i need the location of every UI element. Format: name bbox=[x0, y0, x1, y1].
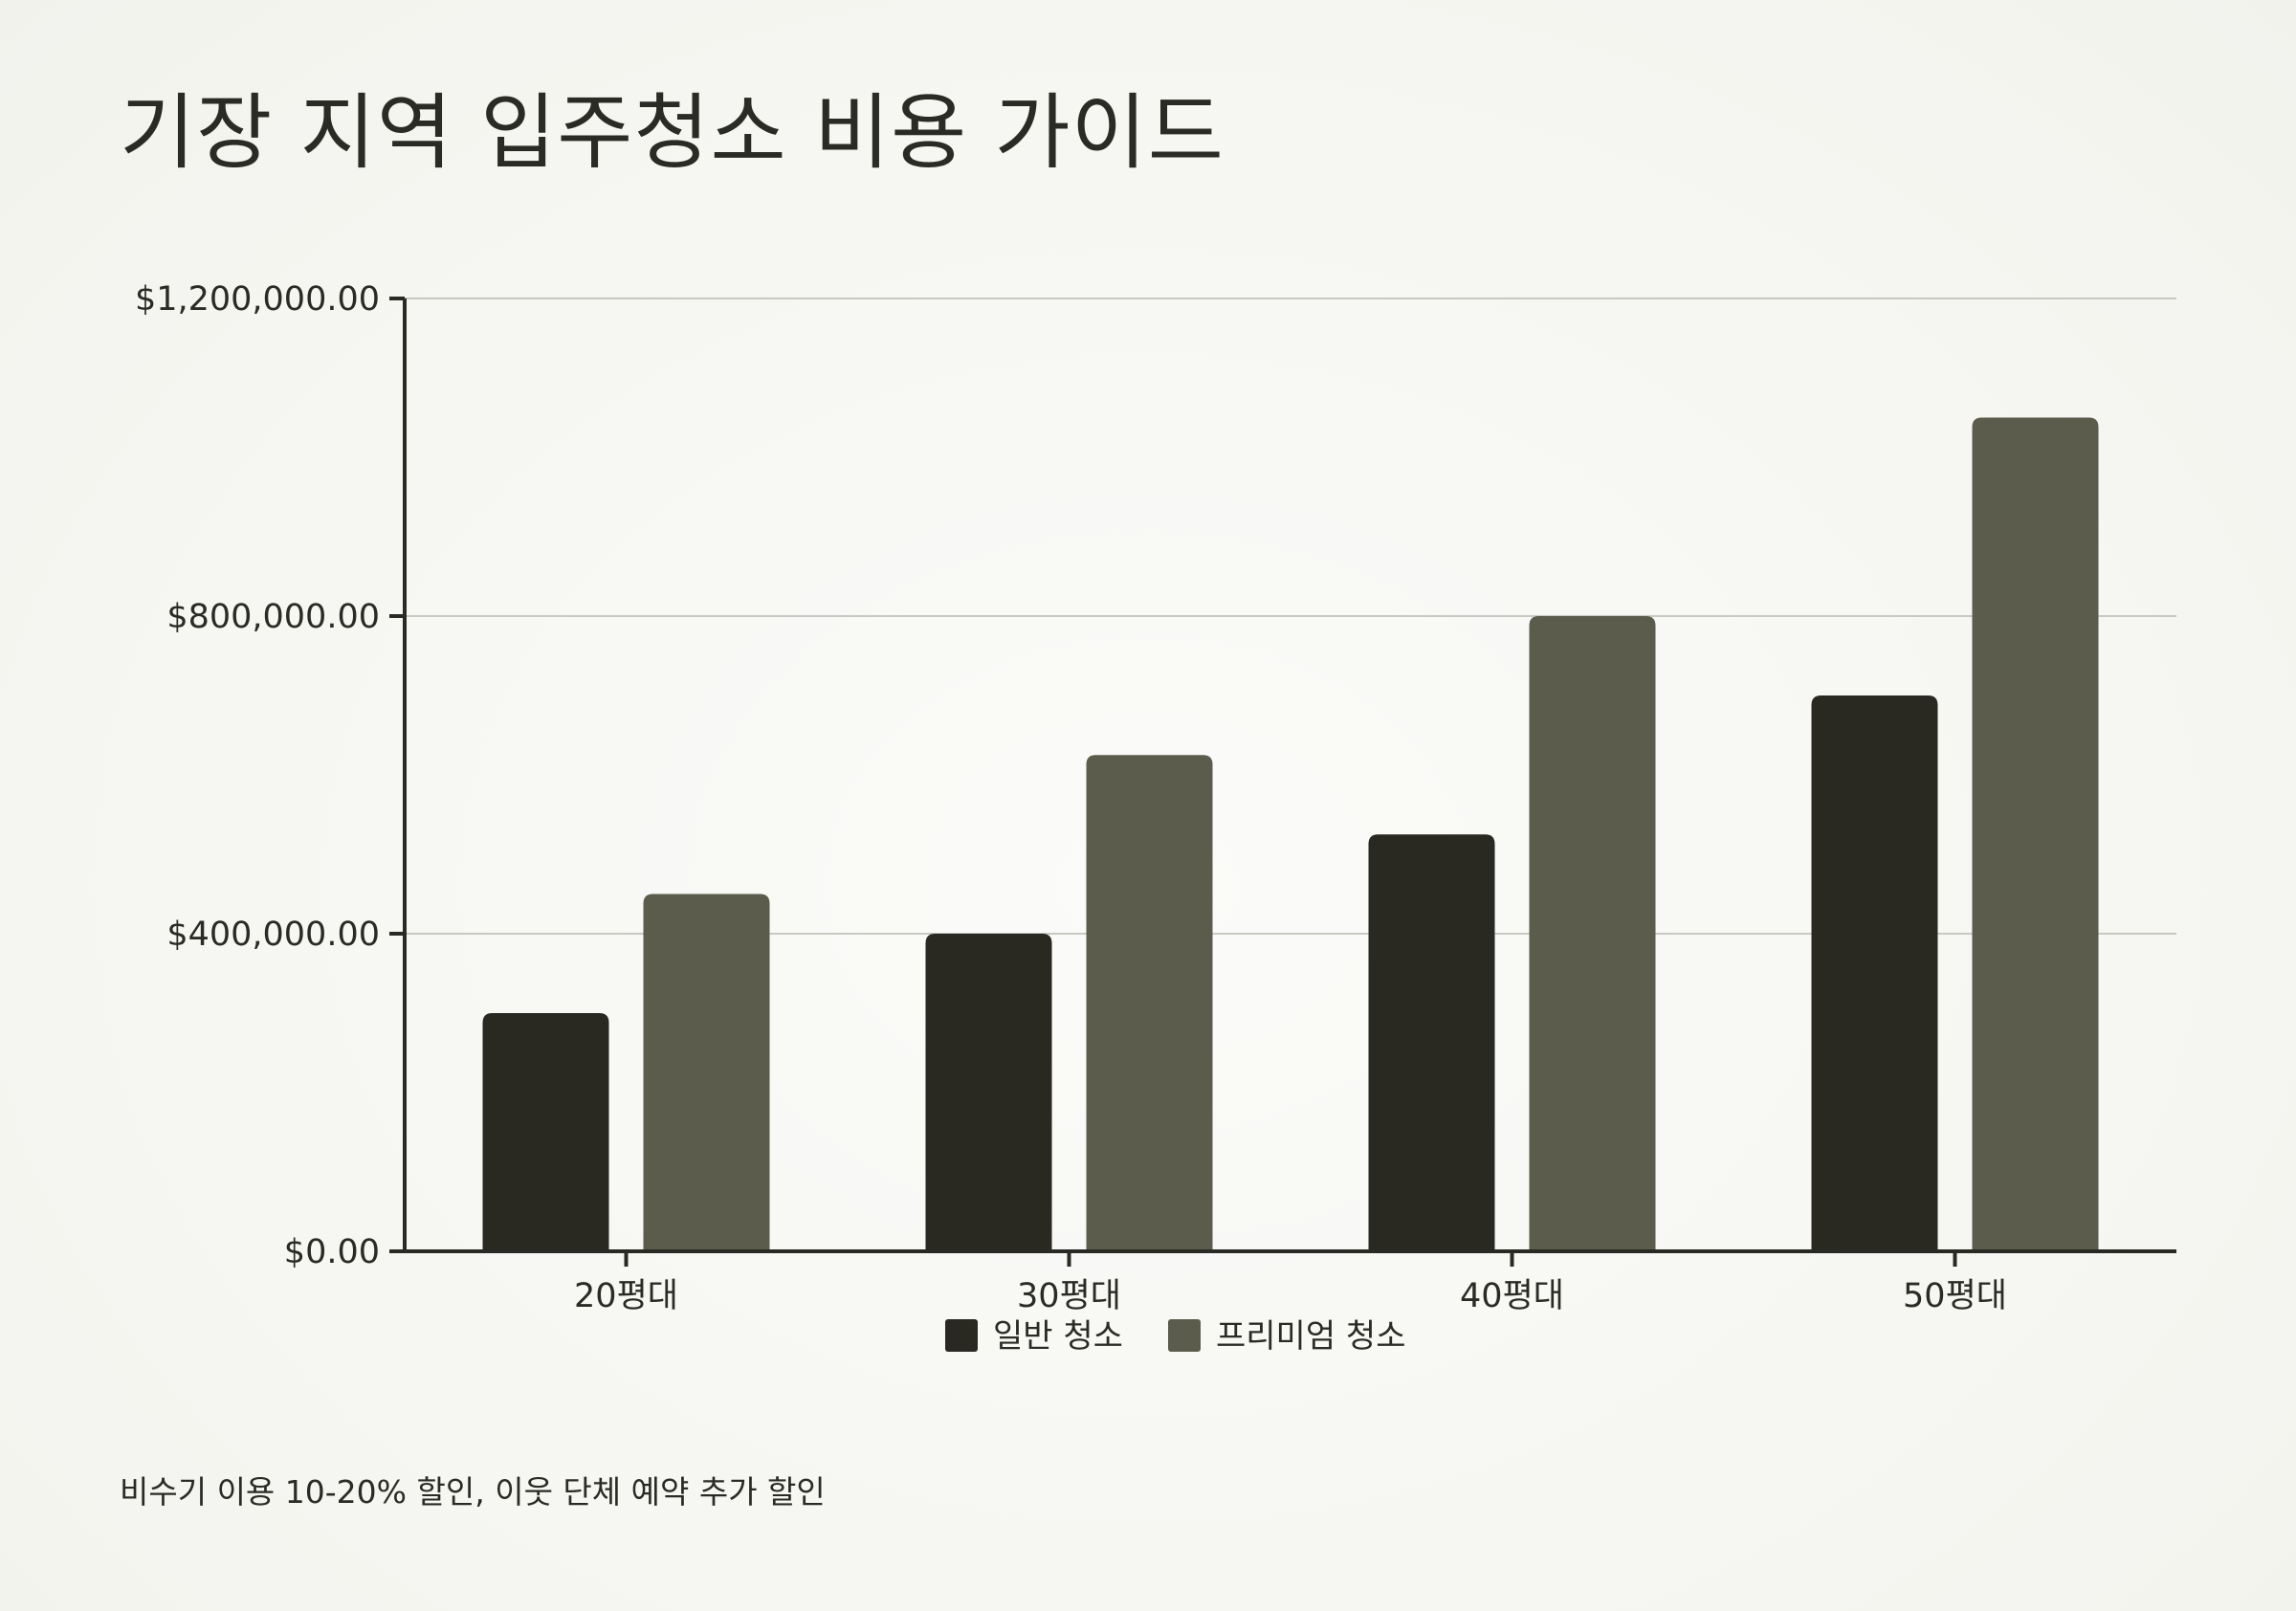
bars bbox=[482, 417, 2099, 1251]
y-tick-label: $400,000.00 bbox=[166, 916, 380, 954]
footnote: 비수기 이용 10-20% 할인, 이웃 단체 예약 추가 할인 bbox=[120, 1473, 826, 1511]
bar-premium-3 bbox=[1972, 417, 2099, 1251]
x-tick-label: 20평대 bbox=[574, 1277, 678, 1315]
legend: 일반 청소 프리미엄 청소 bbox=[945, 1317, 1406, 1356]
legend-label-0: 일반 청소 bbox=[993, 1317, 1123, 1356]
bar-standard-3 bbox=[1811, 695, 1938, 1251]
legend-label-1: 프리미엄 청소 bbox=[1216, 1317, 1406, 1356]
legend-swatch-0 bbox=[945, 1319, 978, 1352]
x-tick-label: 30평대 bbox=[1017, 1277, 1121, 1315]
x-tick-label: 50평대 bbox=[1903, 1277, 2007, 1315]
bar-premium-1 bbox=[1086, 755, 1213, 1251]
y-tick-label: $800,000.00 bbox=[166, 598, 380, 636]
legend-swatch-1 bbox=[1168, 1319, 1201, 1352]
bar-standard-2 bbox=[1368, 834, 1495, 1251]
x-tick-label: 40평대 bbox=[1460, 1277, 1564, 1315]
y-tick-label: $0.00 bbox=[284, 1233, 380, 1271]
axes: $0.00 $400,000.00 $800,000.00 $1,200,000.00… bbox=[135, 280, 2176, 1315]
bar-standard-0 bbox=[482, 1013, 609, 1251]
bar-premium-2 bbox=[1529, 616, 1656, 1251]
bar-premium-0 bbox=[643, 894, 770, 1251]
chart-title: 기장 지역 입주청소 비용 가이드 bbox=[120, 85, 1225, 181]
y-tick-label: $1,200,000.00 bbox=[135, 280, 380, 319]
bar-standard-1 bbox=[925, 934, 1052, 1251]
